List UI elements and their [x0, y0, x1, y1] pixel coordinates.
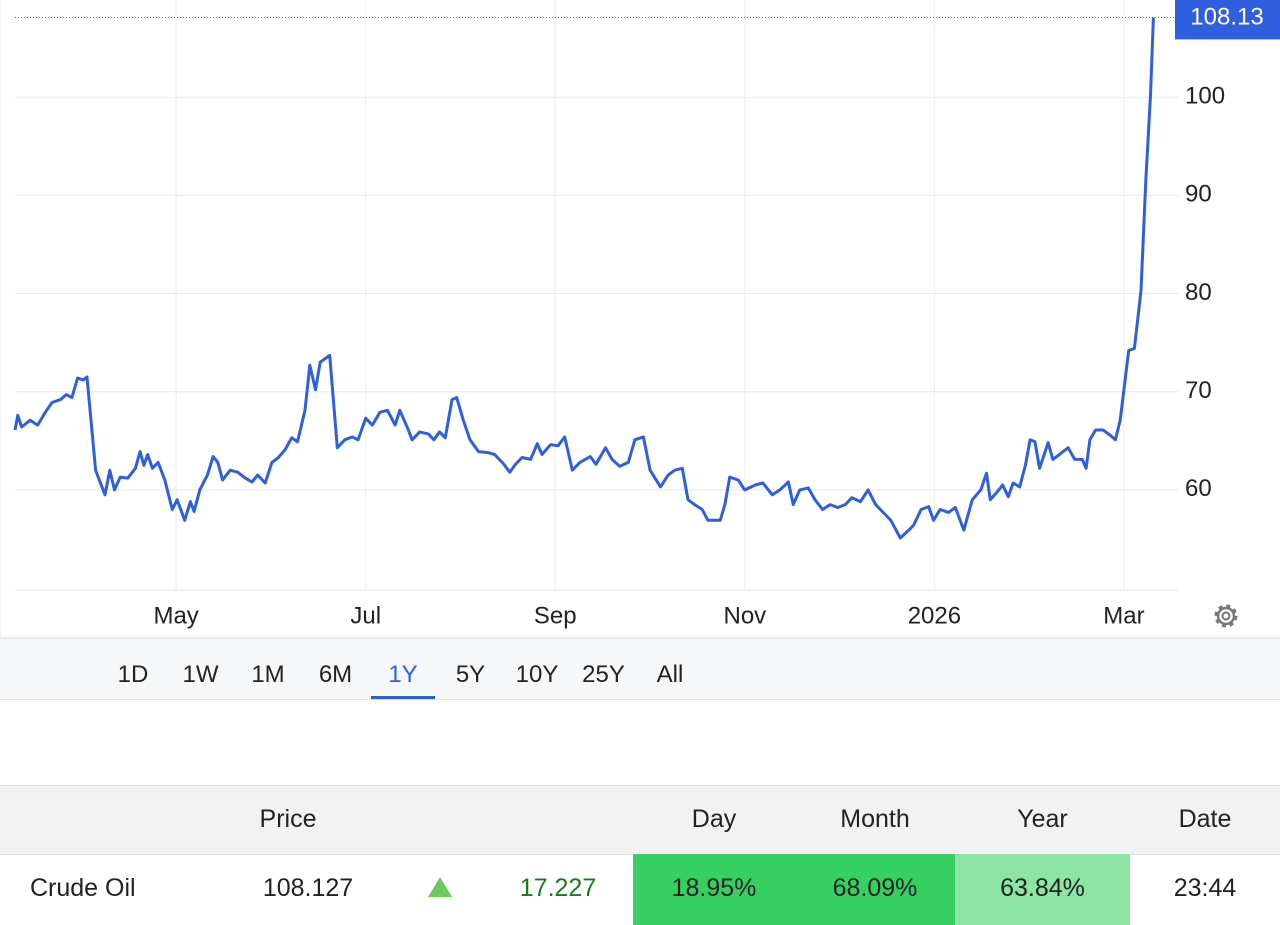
x-tick-label: Sep — [534, 602, 577, 629]
row-year: 63.84% — [1000, 874, 1085, 902]
x-tick-label: Nov — [723, 602, 766, 629]
settings-icon[interactable] — [1214, 604, 1238, 628]
x-tick-label: May — [153, 602, 198, 629]
range-button[interactable]: 1W — [182, 661, 219, 688]
header-date: Date — [1178, 805, 1232, 833]
cell-bg-light — [955, 854, 1130, 925]
price-line — [13, 17, 1155, 540]
x-tick-label: 2026 — [908, 602, 961, 629]
row-date: 23:44 — [1173, 874, 1237, 902]
range-button[interactable]: 1D — [117, 661, 149, 688]
range-bar: 1D 1W 1M 6M 1Y 5Y 10Y 25Y All — [0, 638, 1280, 700]
range-button[interactable]: 10Y — [515, 661, 559, 688]
header-day: Day — [691, 805, 737, 833]
last-value-label: 108.13 — [1190, 4, 1263, 31]
y-tick-label: 90 — [1185, 181, 1212, 208]
y-tick-label: 60 — [1185, 475, 1212, 502]
y-tick-label: 70 — [1185, 377, 1212, 404]
range-button[interactable]: 1Y — [371, 639, 435, 699]
up-arrow — [428, 877, 452, 897]
chart: 60 70 80 90 100 May Jul Sep Nov 2026 Mar 108.13 — [0, 0, 1280, 638]
row-price: 108.127 — [262, 874, 354, 902]
range-button[interactable]: All — [656, 661, 684, 688]
last-value-tag — [1175, 0, 1280, 40]
row-name[interactable]: Crude Oil — [30, 874, 136, 902]
y-tick-label: 100 — [1185, 83, 1225, 110]
cell-bg-strong — [633, 854, 955, 925]
range-button[interactable]: 6M — [318, 661, 353, 688]
header-price: Price — [259, 805, 317, 833]
header-year: Year — [1017, 805, 1068, 833]
range-button[interactable]: 1M — [251, 661, 285, 688]
y-tick-label: 80 — [1185, 279, 1212, 306]
range-button[interactable]: 25Y — [582, 661, 625, 688]
range-button[interactable]: 5Y — [455, 661, 486, 688]
header-month: Month — [840, 805, 910, 833]
table-header — [0, 785, 1280, 855]
x-tick-label: Mar — [1103, 602, 1144, 629]
x-tick-label: Jul — [350, 602, 381, 629]
row-change: 17.227 — [519, 874, 597, 902]
row-month: 68.09% — [832, 874, 918, 902]
row-day: 18.95% — [671, 874, 757, 902]
